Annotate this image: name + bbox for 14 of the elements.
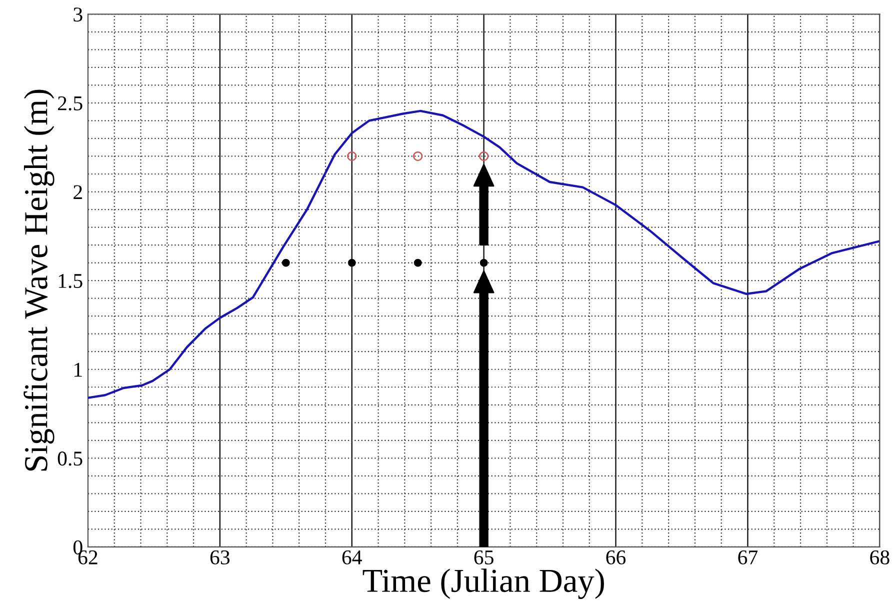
y-tick-label: 0.5 (58, 452, 82, 466)
x-tick-label: 64 (342, 550, 362, 564)
y-tick-label: 2 (74, 185, 82, 199)
y-tick-label: 2.5 (58, 96, 82, 110)
x-tick-label: 65 (474, 550, 494, 564)
x-tick-label: 66 (606, 550, 626, 564)
y-tick-label: 1 (74, 362, 82, 377)
x-tick-label: 68 (870, 550, 890, 564)
y-tick-label: 3 (74, 8, 82, 22)
x-axis-title: Time (Julian Day) (362, 568, 604, 599)
x-tick-label: 63 (210, 550, 230, 564)
y-tick-label: 1.5 (58, 274, 82, 288)
y-axis-title: Significant Wave Height (m) (24, 90, 54, 471)
x-tick-label: 67 (738, 550, 758, 564)
